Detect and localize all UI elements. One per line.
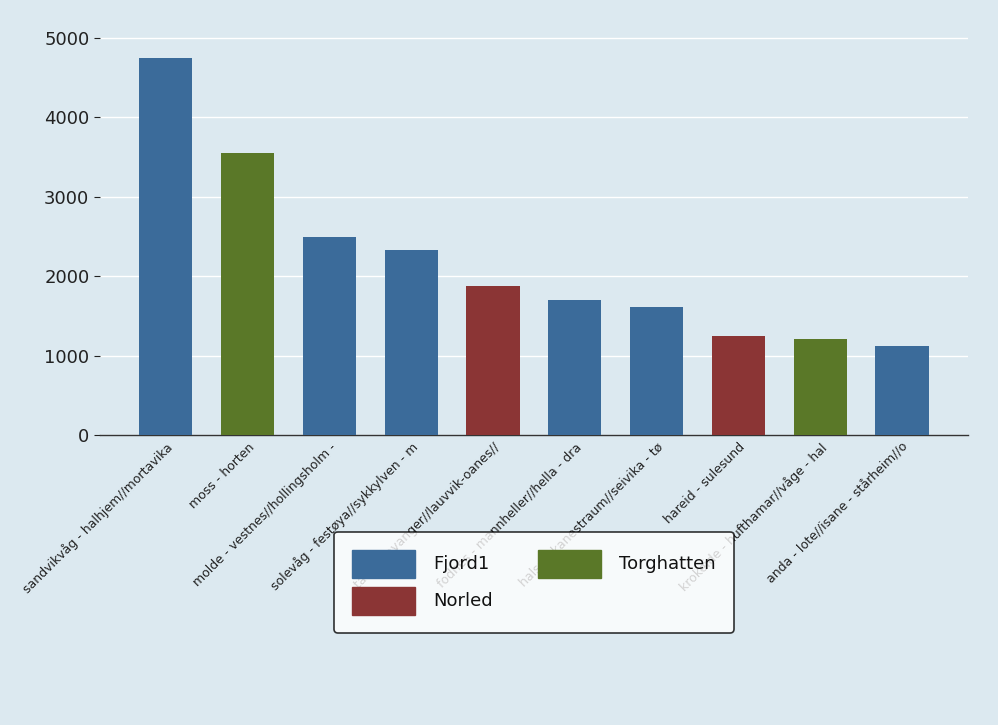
- Bar: [140, 57, 193, 435]
- Bar: [793, 339, 846, 435]
- Bar: [302, 237, 356, 435]
- Bar: [630, 307, 684, 435]
- Bar: [875, 346, 928, 435]
- Bar: [466, 286, 520, 435]
- Bar: [712, 336, 765, 435]
- Bar: [222, 153, 274, 435]
- Bar: [384, 250, 438, 435]
- Bar: [548, 300, 602, 435]
- Legend: Fjord1, Norled, Torghatten: Fjord1, Norled, Torghatten: [334, 531, 734, 633]
